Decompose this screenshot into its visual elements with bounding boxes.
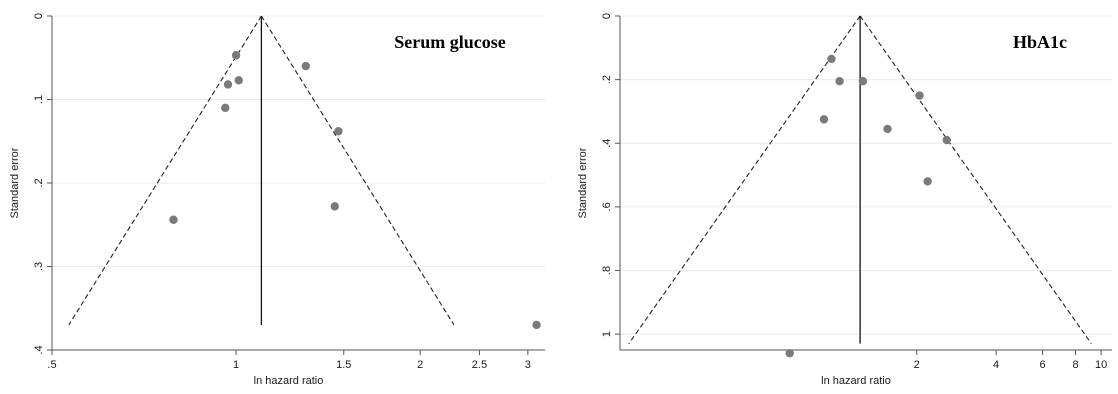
study-point <box>169 215 178 224</box>
x-tick-label: .5 <box>47 359 56 371</box>
y-tick-label: .1 <box>33 95 45 104</box>
funnel-plot-hba1c: 0 .2 .4 .6 .8 1 2 4 6 8 10 ln hazard ratio Standard … <box>577 13 1112 387</box>
x-tick-label: 1 <box>233 359 239 371</box>
funnel-limit-left <box>68 15 262 326</box>
study-point <box>819 115 829 124</box>
study-point <box>221 103 230 113</box>
funnel-plot-serum-glucose: 0 .1 .2 .3 .4.5 1 1.5 2 2.5 3 ln hazard ratio Stand… <box>9 13 545 387</box>
y-tick-label: .4 <box>601 139 613 148</box>
study-point <box>923 177 932 186</box>
study-point <box>883 124 892 134</box>
study-point <box>785 348 794 358</box>
study-point <box>223 80 233 89</box>
x-axis-title: ln hazard ratio <box>821 375 891 387</box>
funnel-limit-right <box>260 15 455 326</box>
x-axis-title: ln hazard ratio <box>254 375 324 387</box>
x-tick-label: 6 <box>1040 359 1046 371</box>
y-tick-label: .6 <box>601 202 613 211</box>
y-axis-title: Standard error <box>9 147 21 218</box>
y-tick-label: .3 <box>33 262 45 271</box>
y-tick-label: 0 <box>601 13 613 19</box>
study-point <box>827 54 836 64</box>
x-tick-label: 8 <box>1072 359 1078 371</box>
funnel-limit-left <box>628 15 861 344</box>
x-tick-label: 2 <box>914 359 920 371</box>
funnel-limit-right <box>859 15 1092 344</box>
study-point <box>942 135 951 145</box>
study-point <box>835 77 844 86</box>
x-tick-label: 10 <box>1095 359 1107 371</box>
x-tick-label: 4 <box>993 359 999 371</box>
study-point <box>301 61 310 71</box>
y-tick-label: .2 <box>601 75 613 84</box>
y-tick-label: .4 <box>33 345 45 354</box>
chart-title: HbA1c <box>1013 32 1067 52</box>
y-tick-label: 0 <box>33 13 45 19</box>
x-tick-label: 2.5 <box>472 359 487 371</box>
x-tick-label: 2 <box>417 359 423 371</box>
study-point <box>532 320 541 330</box>
study-point <box>330 202 339 211</box>
x-tick-label: 3 <box>525 359 531 371</box>
y-axis-title: Standard error <box>577 147 589 218</box>
y-tick-label: .8 <box>601 266 613 275</box>
study-point <box>858 77 868 86</box>
study-point <box>915 91 924 100</box>
x-tick-label: 1.5 <box>336 359 351 371</box>
chart-title: Serum glucose <box>394 32 506 52</box>
study-point <box>334 127 343 136</box>
y-tick-label: .2 <box>33 178 45 187</box>
study-point <box>231 51 241 60</box>
study-point <box>234 76 243 85</box>
y-tick-label: 1 <box>601 331 613 337</box>
